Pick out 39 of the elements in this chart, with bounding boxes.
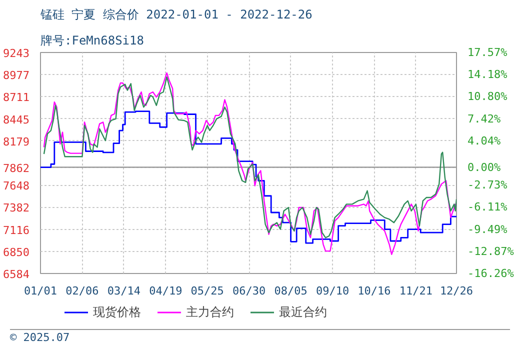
y-tick-label: 6850 <box>3 246 30 259</box>
legend-label: 现货价格 <box>93 304 141 320</box>
chart-subtitle: 牌号:FeMn68Si18 <box>40 34 144 48</box>
y2-tick-label: -16.26% <box>468 267 514 280</box>
y2-tick-label: -9.49% <box>468 222 508 236</box>
x-tick-label: 06/30 <box>232 284 266 298</box>
y-tick-label: 7382 <box>3 202 30 215</box>
y-tick-label: 8977 <box>3 69 30 82</box>
y2-tick-label: -12.87% <box>468 244 514 258</box>
x-tick-label: 05/25 <box>190 284 224 298</box>
x-tick-label: 01/01 <box>24 284 58 298</box>
y-tick-label: 8445 <box>3 113 30 126</box>
y-tick-label: 7116 <box>3 224 30 237</box>
x-tick-label: 04/19 <box>149 284 182 298</box>
y2-tick-label: 10.80% <box>468 90 508 104</box>
y2-tick-label: 4.04% <box>468 134 501 148</box>
y-tick-label: 8711 <box>3 91 30 104</box>
text: © 2025.07 <box>10 330 70 346</box>
legend-label: 主力合约 <box>186 304 234 320</box>
y2-tick-label: -2.73% <box>468 178 508 192</box>
x-tick-label: 09/10 <box>316 284 350 298</box>
y2-tick-label: 17.57% <box>468 46 508 59</box>
y2-tick-label: 14.18% <box>468 68 508 82</box>
y2-tick-label: -6.11% <box>468 200 508 214</box>
y-tick-label: 6584 <box>3 268 30 281</box>
legend-label: 最近合约 <box>279 304 327 320</box>
y-tick-label: 7648 <box>3 180 30 193</box>
y2-tick-label: 7.42% <box>468 112 501 126</box>
x-tick-label: 03/14 <box>107 284 141 298</box>
y2-tick-label: 0.00% <box>468 160 501 174</box>
x-tick-label: 02/06 <box>66 284 99 298</box>
x-tick-label: 12/26 <box>440 284 474 298</box>
x-tick-label: 11/21 <box>399 284 433 298</box>
x-tick-label: 08/05 <box>274 284 308 298</box>
y-tick-label: 7862 <box>3 162 30 175</box>
y-tick-label: 9243 <box>3 47 30 60</box>
x-tick-label: 10/16 <box>358 284 391 298</box>
chart-title: 锰硅 宁夏 综合价 2022-01-01 - 2022-12-26 <box>40 8 312 22</box>
y-tick-label: 8179 <box>3 135 30 148</box>
